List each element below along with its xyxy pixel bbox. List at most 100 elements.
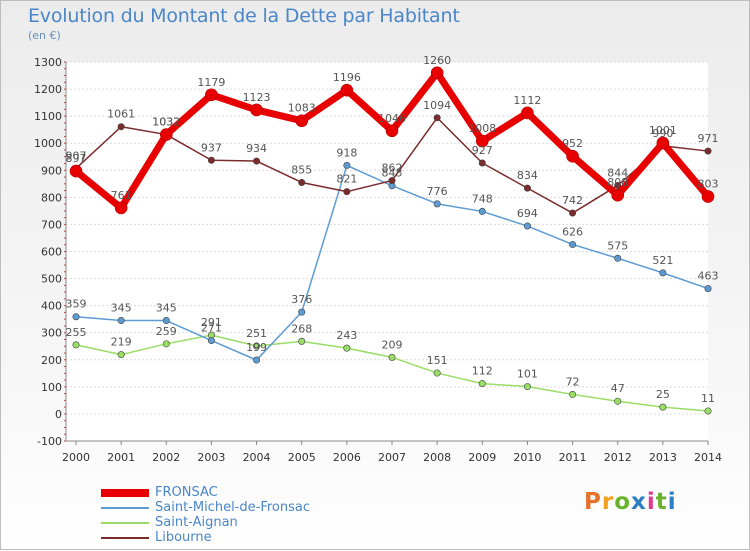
data-point xyxy=(704,407,712,415)
data-point xyxy=(614,397,622,405)
data-point xyxy=(72,313,80,321)
data-label: 803 xyxy=(698,178,719,191)
x-tick-label: 2014 xyxy=(694,451,722,464)
data-label: 862 xyxy=(382,162,403,175)
data-label: 151 xyxy=(427,354,448,367)
x-tick-label: 2002 xyxy=(152,451,180,464)
x-tick-label: 2012 xyxy=(604,451,632,464)
data-label: 255 xyxy=(66,326,87,339)
x-tick-label: 2005 xyxy=(288,451,316,464)
x-tick-label: 2007 xyxy=(378,451,406,464)
data-label: 907 xyxy=(66,149,87,162)
data-label: 1061 xyxy=(107,108,135,121)
data-label: 575 xyxy=(607,239,628,252)
data-label: 219 xyxy=(111,336,132,349)
data-point xyxy=(385,124,399,138)
data-label: 834 xyxy=(517,169,538,182)
data-point xyxy=(659,269,667,277)
data-label: 209 xyxy=(382,338,403,351)
data-point xyxy=(523,184,531,192)
data-point xyxy=(478,159,486,167)
data-label: 1196 xyxy=(333,71,361,84)
data-label: 25 xyxy=(656,388,670,401)
y-tick-label: 600 xyxy=(41,246,62,259)
data-point xyxy=(298,308,306,316)
data-label: 821 xyxy=(336,173,357,186)
series-libourne xyxy=(72,114,712,217)
data-label: 271 xyxy=(201,322,222,335)
data-point xyxy=(295,114,309,128)
data-point xyxy=(253,342,261,350)
x-tick-label: 2003 xyxy=(197,451,225,464)
logo-letter: i xyxy=(646,489,656,515)
y-tick-label: 400 xyxy=(41,300,62,313)
data-label: 11 xyxy=(701,392,715,405)
data-label: 259 xyxy=(156,325,177,338)
data-point xyxy=(343,344,351,352)
data-point xyxy=(611,188,625,202)
legend-swatch xyxy=(101,522,149,524)
y-tick-label: 200 xyxy=(41,354,62,367)
data-label: 748 xyxy=(472,192,493,205)
legend-label: Saint-Aignan xyxy=(155,515,238,530)
data-point xyxy=(69,164,83,178)
y-tick-label: 300 xyxy=(41,327,62,340)
data-point xyxy=(250,103,263,117)
data-label: 1123 xyxy=(243,91,271,104)
data-label: 1001 xyxy=(649,124,677,137)
data-label: 855 xyxy=(291,163,312,176)
data-point xyxy=(162,340,170,348)
x-tick-label: 2006 xyxy=(333,451,361,464)
data-label: 463 xyxy=(698,270,719,283)
data-point xyxy=(569,390,577,398)
data-point xyxy=(433,369,441,377)
data-point xyxy=(388,177,396,185)
data-label: 243 xyxy=(336,329,357,342)
data-point xyxy=(569,240,577,248)
data-label: 47 xyxy=(611,382,625,395)
data-point xyxy=(566,149,579,163)
data-label: 291 xyxy=(201,316,222,329)
legend-label: Libourne xyxy=(155,530,212,545)
data-point xyxy=(343,188,351,196)
x-tick-label: 2001 xyxy=(107,451,135,464)
data-label: 1179 xyxy=(197,76,225,89)
data-point xyxy=(298,178,306,186)
data-label: 1094 xyxy=(423,99,451,112)
data-label: 843 xyxy=(382,167,403,180)
data-label: 1083 xyxy=(288,102,316,115)
data-label: 897 xyxy=(66,152,87,165)
logo-letter: i xyxy=(667,489,677,515)
data-point xyxy=(388,353,396,361)
logo-letter: t xyxy=(655,489,668,515)
chart-title: Evolution du Montant de la Dette par Hab… xyxy=(28,5,460,27)
data-point xyxy=(704,147,712,155)
data-label: 694 xyxy=(517,207,538,220)
data-label: 521 xyxy=(652,254,673,267)
x-tick-label: 2011 xyxy=(559,451,587,464)
data-point xyxy=(433,114,441,122)
data-point xyxy=(433,200,441,208)
data-label: 934 xyxy=(246,142,267,155)
data-label: 776 xyxy=(427,185,448,198)
series-fronsac xyxy=(69,66,715,215)
y-tick-label: 900 xyxy=(41,164,62,177)
data-point xyxy=(704,285,712,293)
data-point xyxy=(656,136,670,150)
data-label: 971 xyxy=(698,132,719,145)
data-point xyxy=(523,383,531,391)
data-label: 345 xyxy=(111,302,132,315)
y-tick-label: 1300 xyxy=(34,56,62,69)
data-label: 1032 xyxy=(152,116,180,129)
data-point xyxy=(159,128,173,141)
legend-label: FRONSAC xyxy=(155,485,218,500)
data-point xyxy=(117,351,125,359)
data-label: 761 xyxy=(111,189,132,202)
data-label: 376 xyxy=(291,293,312,306)
data-point xyxy=(659,403,667,411)
data-label: 1112 xyxy=(513,94,541,107)
data-label: 1008 xyxy=(468,122,496,135)
data-label: 345 xyxy=(156,302,177,315)
